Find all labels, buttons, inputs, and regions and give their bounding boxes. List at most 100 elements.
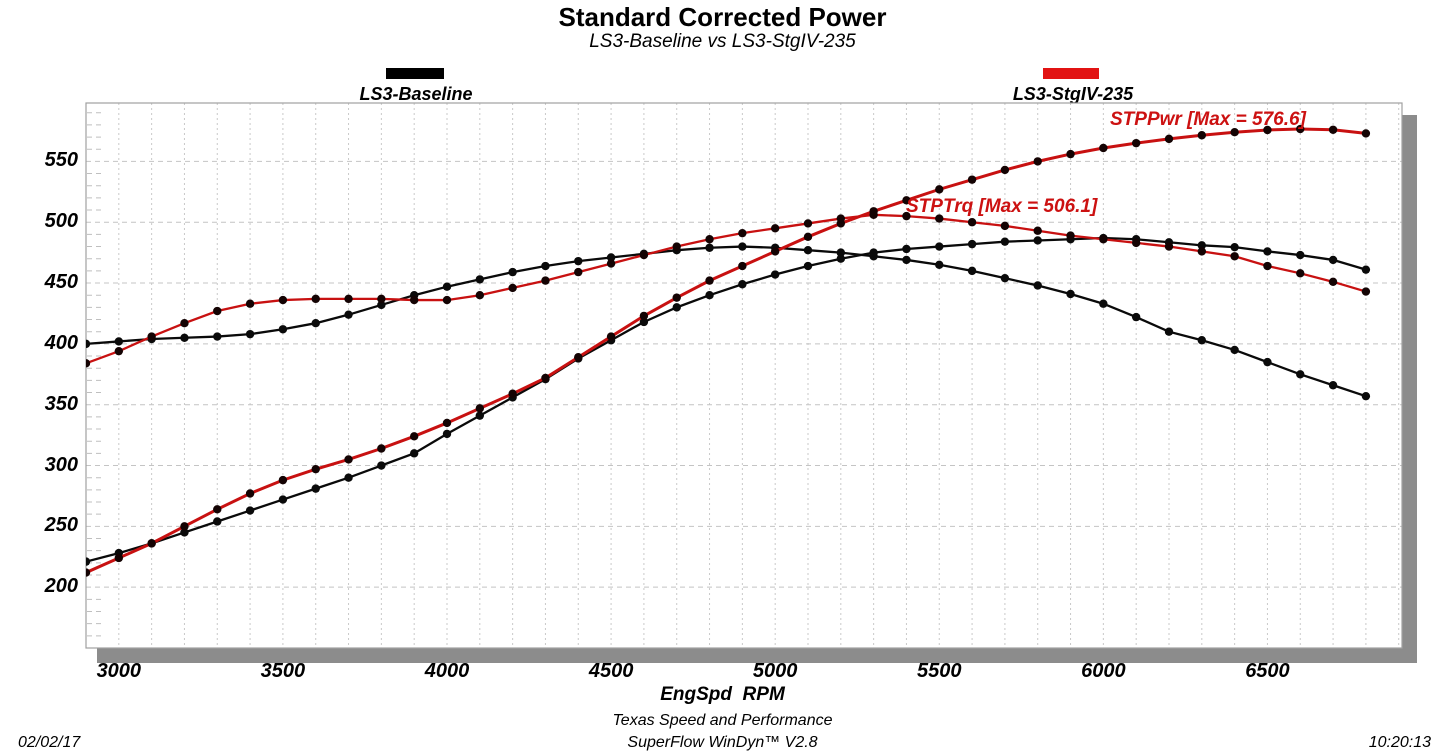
data-point-marker [1328, 381, 1338, 390]
data-point-marker [1197, 241, 1207, 250]
chart-subtitle: LS3-Baseline vs LS3-StgIV-235 [589, 31, 856, 52]
data-point-marker [508, 267, 517, 277]
data-point-marker [344, 294, 353, 304]
data-point-marker [475, 291, 485, 300]
data-point-marker [508, 283, 517, 293]
data-point-marker [442, 418, 452, 428]
data-point-marker [705, 276, 714, 285]
data-point-marker [442, 295, 452, 305]
data-point-marker [935, 214, 944, 223]
data-point-marker [1230, 127, 1239, 137]
data-point-marker [180, 528, 189, 537]
data-point-marker [1000, 165, 1010, 175]
data-point-marker [836, 214, 846, 223]
data-point-marker [442, 282, 452, 291]
data-point-marker [803, 261, 813, 271]
legend-label-baseline: LS3-Baseline [359, 84, 473, 104]
data-point-marker [475, 411, 485, 420]
y-tick-label: 300 [44, 453, 78, 476]
data-point-marker [1033, 226, 1042, 235]
x-tick-label: 3000 [96, 660, 142, 682]
data-point-marker [278, 325, 288, 334]
data-point-marker [967, 266, 977, 276]
data-point-marker [1164, 327, 1174, 336]
footer-software-version: SuperFlow WinDyn™ V2.8 [627, 734, 818, 751]
data-point-marker [1164, 242, 1174, 251]
data-point-marker [574, 353, 583, 362]
data-point-marker [935, 260, 944, 269]
data-point-marker [770, 270, 780, 279]
data-point-marker [738, 242, 747, 251]
data-point-marker [606, 259, 616, 268]
data-point-marker [803, 245, 813, 255]
max-torque-annotation: STPTrq [Max = 506.1] [906, 196, 1098, 217]
y-tick-label: 550 [44, 149, 78, 172]
data-point-marker [1164, 134, 1174, 144]
footer-time: 10:20:13 [1368, 734, 1431, 751]
data-point-marker [967, 175, 977, 184]
data-point-marker [475, 404, 485, 413]
data-point-marker [836, 254, 846, 263]
series-line [86, 213, 1367, 365]
data-point-marker [1066, 149, 1075, 159]
data-point-marker [902, 244, 911, 254]
data-point-marker [1099, 143, 1108, 153]
data-point-marker [1000, 237, 1010, 246]
data-point-marker [574, 256, 583, 266]
data-point-marker [311, 484, 320, 493]
data-point-marker [770, 247, 780, 256]
data-point-marker [1066, 289, 1075, 299]
data-point-marker [541, 261, 550, 271]
data-point-marker [738, 280, 747, 289]
data-point-marker [409, 295, 419, 305]
plot-frame [85, 102, 1403, 649]
data-point-marker [1230, 242, 1239, 252]
data-point-marker [508, 389, 517, 398]
data-point-marker [1033, 157, 1042, 166]
data-point-marker [442, 429, 452, 439]
series-line [86, 245, 1367, 398]
data-point-marker [1230, 252, 1239, 261]
series-line [86, 127, 1367, 574]
data-point-marker [377, 461, 386, 470]
x-tick-label: 4000 [424, 660, 470, 682]
series-line [86, 236, 1367, 563]
data-point-marker [803, 232, 813, 242]
data-point-marker [1263, 357, 1272, 367]
data-point-marker [86, 568, 91, 577]
data-point-marker [1328, 125, 1338, 134]
chart-title: Standard Corrected Power [558, 2, 887, 32]
y-tick-label: 350 [44, 392, 78, 415]
data-point-marker [1099, 235, 1108, 244]
max-power-annotation: STPPwr [Max = 576.6] [1110, 109, 1306, 130]
data-point-marker [180, 318, 189, 328]
data-point-marker [705, 243, 714, 252]
data-point-marker [409, 432, 419, 441]
data-point-marker [1230, 345, 1239, 355]
x-tick-label: 5500 [917, 660, 962, 682]
data-point-marker [705, 291, 714, 300]
data-point-marker [639, 311, 649, 321]
data-point-marker [935, 242, 944, 251]
plot-background [86, 103, 1402, 648]
data-point-marker [1197, 336, 1207, 345]
data-point-marker [1000, 273, 1010, 283]
data-point-marker [1263, 261, 1272, 271]
data-point-marker [902, 196, 911, 205]
x-tick-label: 6000 [1081, 660, 1126, 682]
legend-swatch-baseline [386, 68, 444, 79]
data-point-marker [377, 294, 386, 304]
data-point-marker [1131, 138, 1141, 148]
y-tick-label: 200 [44, 575, 78, 598]
data-point-marker [1099, 299, 1108, 308]
data-point-marker [1263, 125, 1272, 135]
data-point-marker [606, 332, 616, 341]
data-point-marker [1033, 281, 1042, 290]
data-point-marker [902, 211, 911, 221]
data-point-marker [114, 553, 124, 563]
data-point-marker [1296, 269, 1305, 278]
footer-company: Texas Speed and Performance [612, 712, 833, 729]
data-point-marker [213, 517, 222, 526]
data-point-marker [672, 303, 681, 312]
data-point-marker [770, 224, 780, 233]
